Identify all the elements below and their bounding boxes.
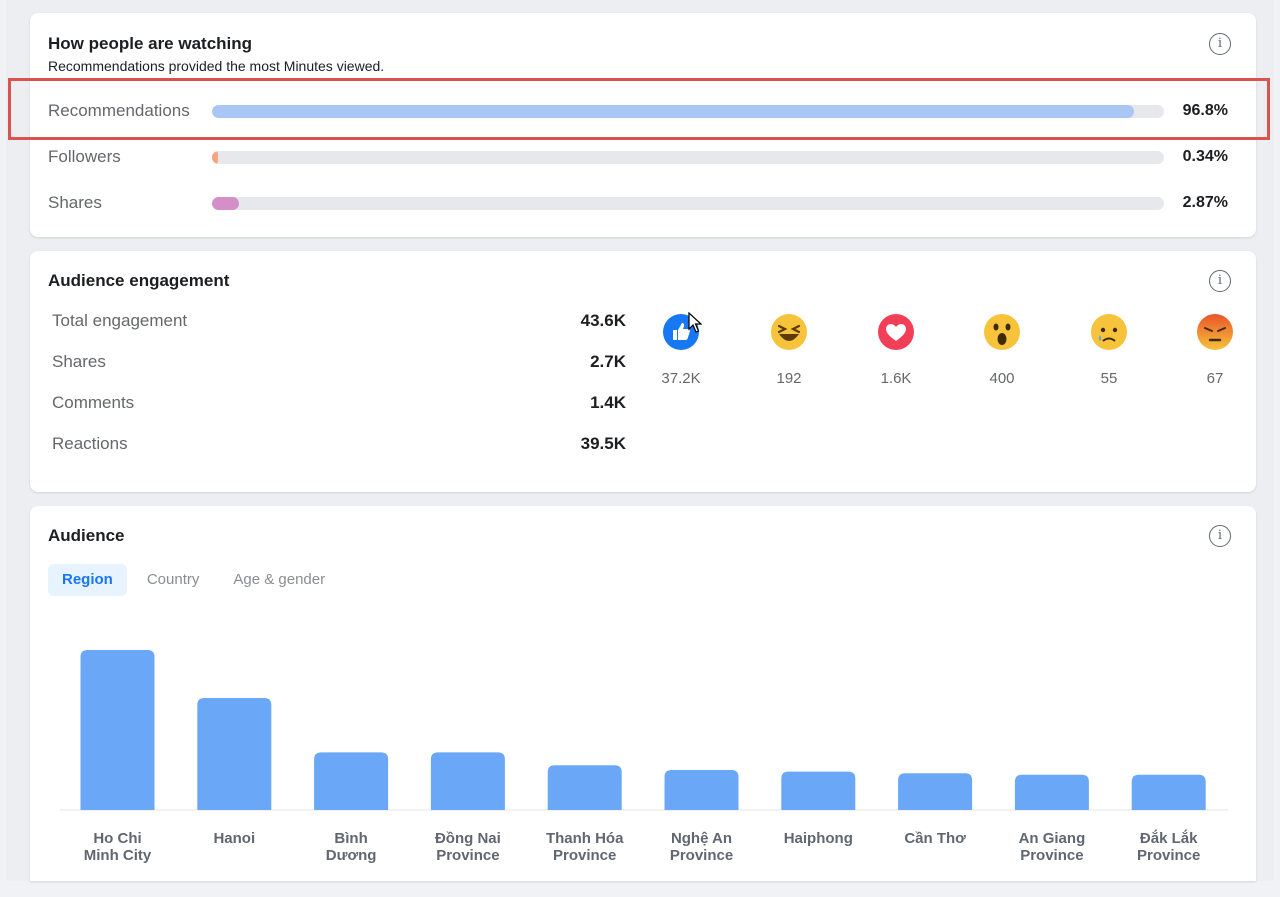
wow-icon — [984, 314, 1020, 350]
chart-category-label: Ho Chi Minh City — [84, 830, 152, 864]
engagement-label: Reactions — [52, 434, 128, 453]
chart-bar[interactable] — [1131, 774, 1206, 810]
chart-category-label: Haiphong — [784, 830, 853, 847]
reaction-wow: 400 — [972, 313, 1032, 387]
chart-bar[interactable] — [80, 650, 155, 810]
source-progress-bar — [212, 151, 1164, 164]
chart-category-label: Nghệ An Province — [670, 830, 733, 864]
engagement-label: Total engagement — [52, 311, 188, 330]
source-progress-fill — [212, 151, 218, 164]
source-row-followers: Followers 0.34% — [48, 145, 1228, 169]
chart-category-label: Đắk Lắk Province — [1137, 829, 1200, 864]
reaction-sad: 55 — [1079, 313, 1139, 387]
reaction-count: 1.6K — [880, 370, 912, 387]
reaction-count: 37.2K — [661, 370, 701, 387]
engagement-value: 2.7K — [590, 352, 626, 371]
engagement-row-total: Total engagement 43.6K — [52, 309, 626, 333]
info-icon[interactable]: i — [1209, 270, 1231, 292]
card-subtitle: Recommendations provided the most Minute… — [48, 58, 385, 74]
reaction-love: 1.6K — [866, 313, 926, 387]
chart-category-label: Bình Dương — [326, 830, 377, 864]
chart-category-label: An Giang Province — [1019, 830, 1086, 864]
source-label: Recommendations — [48, 101, 190, 120]
chart-category-label: Hanoi — [213, 830, 255, 847]
engagement-label: Comments — [52, 393, 135, 412]
info-icon[interactable]: i — [1209, 525, 1231, 547]
engagement-row-reactions: Reactions 39.5K — [52, 432, 626, 456]
chart-bar[interactable] — [314, 752, 389, 810]
reaction-count: 400 — [989, 370, 1015, 387]
chart-category-label: Đồng Nai Province — [435, 830, 501, 864]
tab-country[interactable]: Country — [146, 571, 200, 588]
card-title: Audience — [48, 526, 125, 545]
chart-category-label: Thanh Hóa Province — [546, 830, 624, 864]
chart-bar[interactable] — [1014, 774, 1089, 810]
audience-tabs: Region Country Age & gender — [48, 564, 339, 596]
reaction-angry: 67 — [1185, 313, 1245, 387]
chart-bar[interactable] — [197, 698, 272, 810]
card-title: How people are watching — [48, 34, 253, 53]
source-row-shares: Shares 2.87% — [48, 191, 1228, 215]
haha-icon — [771, 314, 807, 350]
reaction-like: 37.2K — [651, 313, 711, 387]
engagement-value: 39.5K — [580, 434, 626, 453]
source-progress-fill — [212, 197, 240, 210]
source-label: Followers — [48, 147, 121, 166]
love-icon — [878, 314, 914, 350]
engagement-row-shares: Shares 2.7K — [52, 350, 626, 374]
source-percent: 0.34% — [1182, 148, 1228, 165]
source-progress-bar — [212, 197, 1164, 210]
engagement-label: Shares — [52, 352, 106, 371]
tab-region[interactable]: Region — [48, 564, 127, 596]
sad-icon — [1091, 314, 1127, 350]
engagement-value: 43.6K — [580, 311, 626, 330]
audience-card: Ho Chi Minh City Hanoi Bình Dương Đồng Nai Pro… — [30, 506, 1256, 881]
angry-icon — [1197, 314, 1233, 350]
source-label: Shares — [48, 193, 102, 212]
mouse-cursor-icon — [688, 312, 702, 333]
chart-category-label: Cần Thơ — [904, 830, 966, 847]
region-bar-chart: Ho Chi Minh City Hanoi Bình Dương Đồng Nai Pro… — [60, 650, 1228, 864]
tab-age-gender[interactable]: Age & gender — [233, 571, 326, 588]
chart-bar[interactable] — [664, 770, 739, 810]
card-title: Audience engagement — [48, 271, 230, 290]
reaction-haha: 192 — [759, 313, 819, 387]
info-icon[interactable]: i — [1209, 33, 1231, 55]
source-row-recommendations: Recommendations 96.8% — [48, 99, 1228, 123]
reaction-count: 192 — [776, 370, 802, 387]
chart-bar[interactable] — [898, 773, 973, 810]
reaction-count: 67 — [1206, 370, 1224, 387]
source-progress-fill — [212, 105, 1134, 118]
audience-engagement-card: Audience engagement i Total engagement 4… — [30, 251, 1256, 492]
chart-bar[interactable] — [430, 752, 505, 810]
source-percent: 96.8% — [1182, 102, 1228, 119]
reaction-count: 55 — [1100, 370, 1118, 387]
how-people-watching-card: How people are watching Recommendations … — [30, 13, 1256, 237]
source-percent: 2.87% — [1182, 194, 1228, 211]
engagement-value: 1.4K — [590, 393, 626, 412]
source-progress-bar — [212, 105, 1164, 118]
engagement-row-comments: Comments 1.4K — [52, 391, 626, 415]
chart-bar[interactable] — [547, 765, 622, 810]
chart-bar[interactable] — [781, 771, 856, 810]
